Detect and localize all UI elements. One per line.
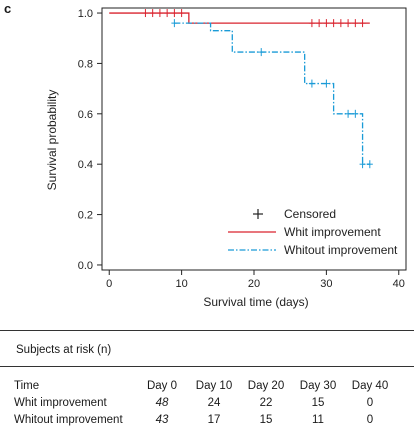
risk-cell: 0	[366, 414, 374, 426]
risk-cell: 48	[155, 397, 169, 409]
risk-row-with: Whit improvement 48 24 22 15 0	[14, 395, 396, 412]
risk-col-day30: Day 30	[299, 380, 337, 392]
risk-row-label: Whit improvement	[14, 397, 107, 409]
y-tick-label: 0.4	[78, 159, 93, 171]
censor-mark	[330, 19, 337, 28]
censor-mark	[178, 9, 185, 18]
risk-cell: 24	[207, 397, 221, 409]
censor-mark	[308, 79, 315, 88]
y-tick-label: 0.0	[78, 260, 93, 272]
risk-cell: 15	[259, 414, 273, 426]
y-tick-label: 1.0	[78, 8, 93, 20]
legend-label: Whit improvement	[284, 225, 381, 239]
censor-mark	[171, 9, 178, 18]
censor-mark	[156, 9, 163, 18]
x-tick-label: 0	[106, 278, 112, 290]
x-tick-label: 30	[320, 278, 332, 290]
risk-col-day40: Day 40	[351, 380, 389, 392]
censor-mark	[359, 19, 366, 28]
x-tick-label: 10	[175, 278, 187, 290]
risk-cell: 43	[155, 414, 169, 426]
risk-cell: 17	[207, 414, 221, 426]
km-chart: 0 10 20 30 40 0.0 0.2 0.4 0.6 0.8 1.0 Censored Whit…	[45, 7, 407, 309]
y-tick-label: 0.8	[78, 58, 93, 70]
km-series-line	[174, 22, 370, 165]
risk-cell: 0	[366, 397, 374, 409]
censor-mark	[316, 19, 323, 28]
risk-col-day0: Day 0	[146, 380, 178, 392]
censor-mark	[359, 160, 366, 169]
chart-legend: Censored Whit improvement Whitout improvem…	[228, 207, 398, 257]
risk-cell: 22	[259, 397, 273, 409]
censor-mark	[164, 9, 171, 18]
legend-label: Whitout improvement	[284, 243, 398, 257]
censor-mark	[308, 19, 315, 28]
panel-label: c	[4, 1, 12, 16]
legend-label: Censored	[284, 207, 336, 221]
censor-mark	[142, 9, 149, 18]
x-axis-label: Survival time (days)	[203, 295, 308, 309]
censor-mark	[323, 19, 330, 28]
censor-mark	[149, 9, 156, 18]
censor-mark	[337, 19, 344, 28]
x-tick-label: 20	[248, 278, 260, 290]
censor-mark	[258, 48, 265, 57]
risk-cell: 11	[312, 414, 324, 426]
censor-mark	[345, 19, 352, 28]
risk-header-row: Time Day 0 Day 10 Day 20 Day 30 Day 40	[14, 378, 396, 395]
risk-table: Time Day 0 Day 10 Day 20 Day 30 Day 40 W…	[14, 378, 396, 429]
risk-col-day20: Day 20	[247, 380, 285, 392]
y-tick-label: 0.2	[78, 210, 93, 222]
censor-mark	[352, 19, 359, 28]
censor-mark	[352, 109, 359, 118]
censor-layer	[142, 9, 373, 169]
y-axis-label: Survival probability	[45, 90, 59, 191]
censor-mark	[366, 160, 373, 169]
x-tick-label: 40	[393, 278, 405, 290]
risk-row-label: Whitout improvement	[14, 414, 123, 426]
risk-col-day10: Day 10	[195, 380, 233, 392]
risk-top-rule	[0, 330, 414, 331]
series-layer	[109, 12, 370, 165]
risk-mid-rule	[0, 366, 414, 367]
chart-axes: 0 10 20 30 40 0.0 0.2 0.4 0.6 0.8 1.0	[78, 7, 407, 290]
risk-cell: 15	[311, 397, 325, 409]
censor-mark	[323, 79, 330, 88]
km-series-line	[109, 12, 370, 24]
y-tick-label: 0.6	[78, 109, 93, 121]
censor-mark	[171, 19, 178, 28]
risk-table-title: Subjects at risk (n)	[16, 344, 112, 356]
risk-row-without: Whitout improvement 43 17 15 11 0	[14, 412, 396, 429]
censor-mark	[345, 109, 352, 118]
risk-header-label: Time	[14, 380, 40, 392]
